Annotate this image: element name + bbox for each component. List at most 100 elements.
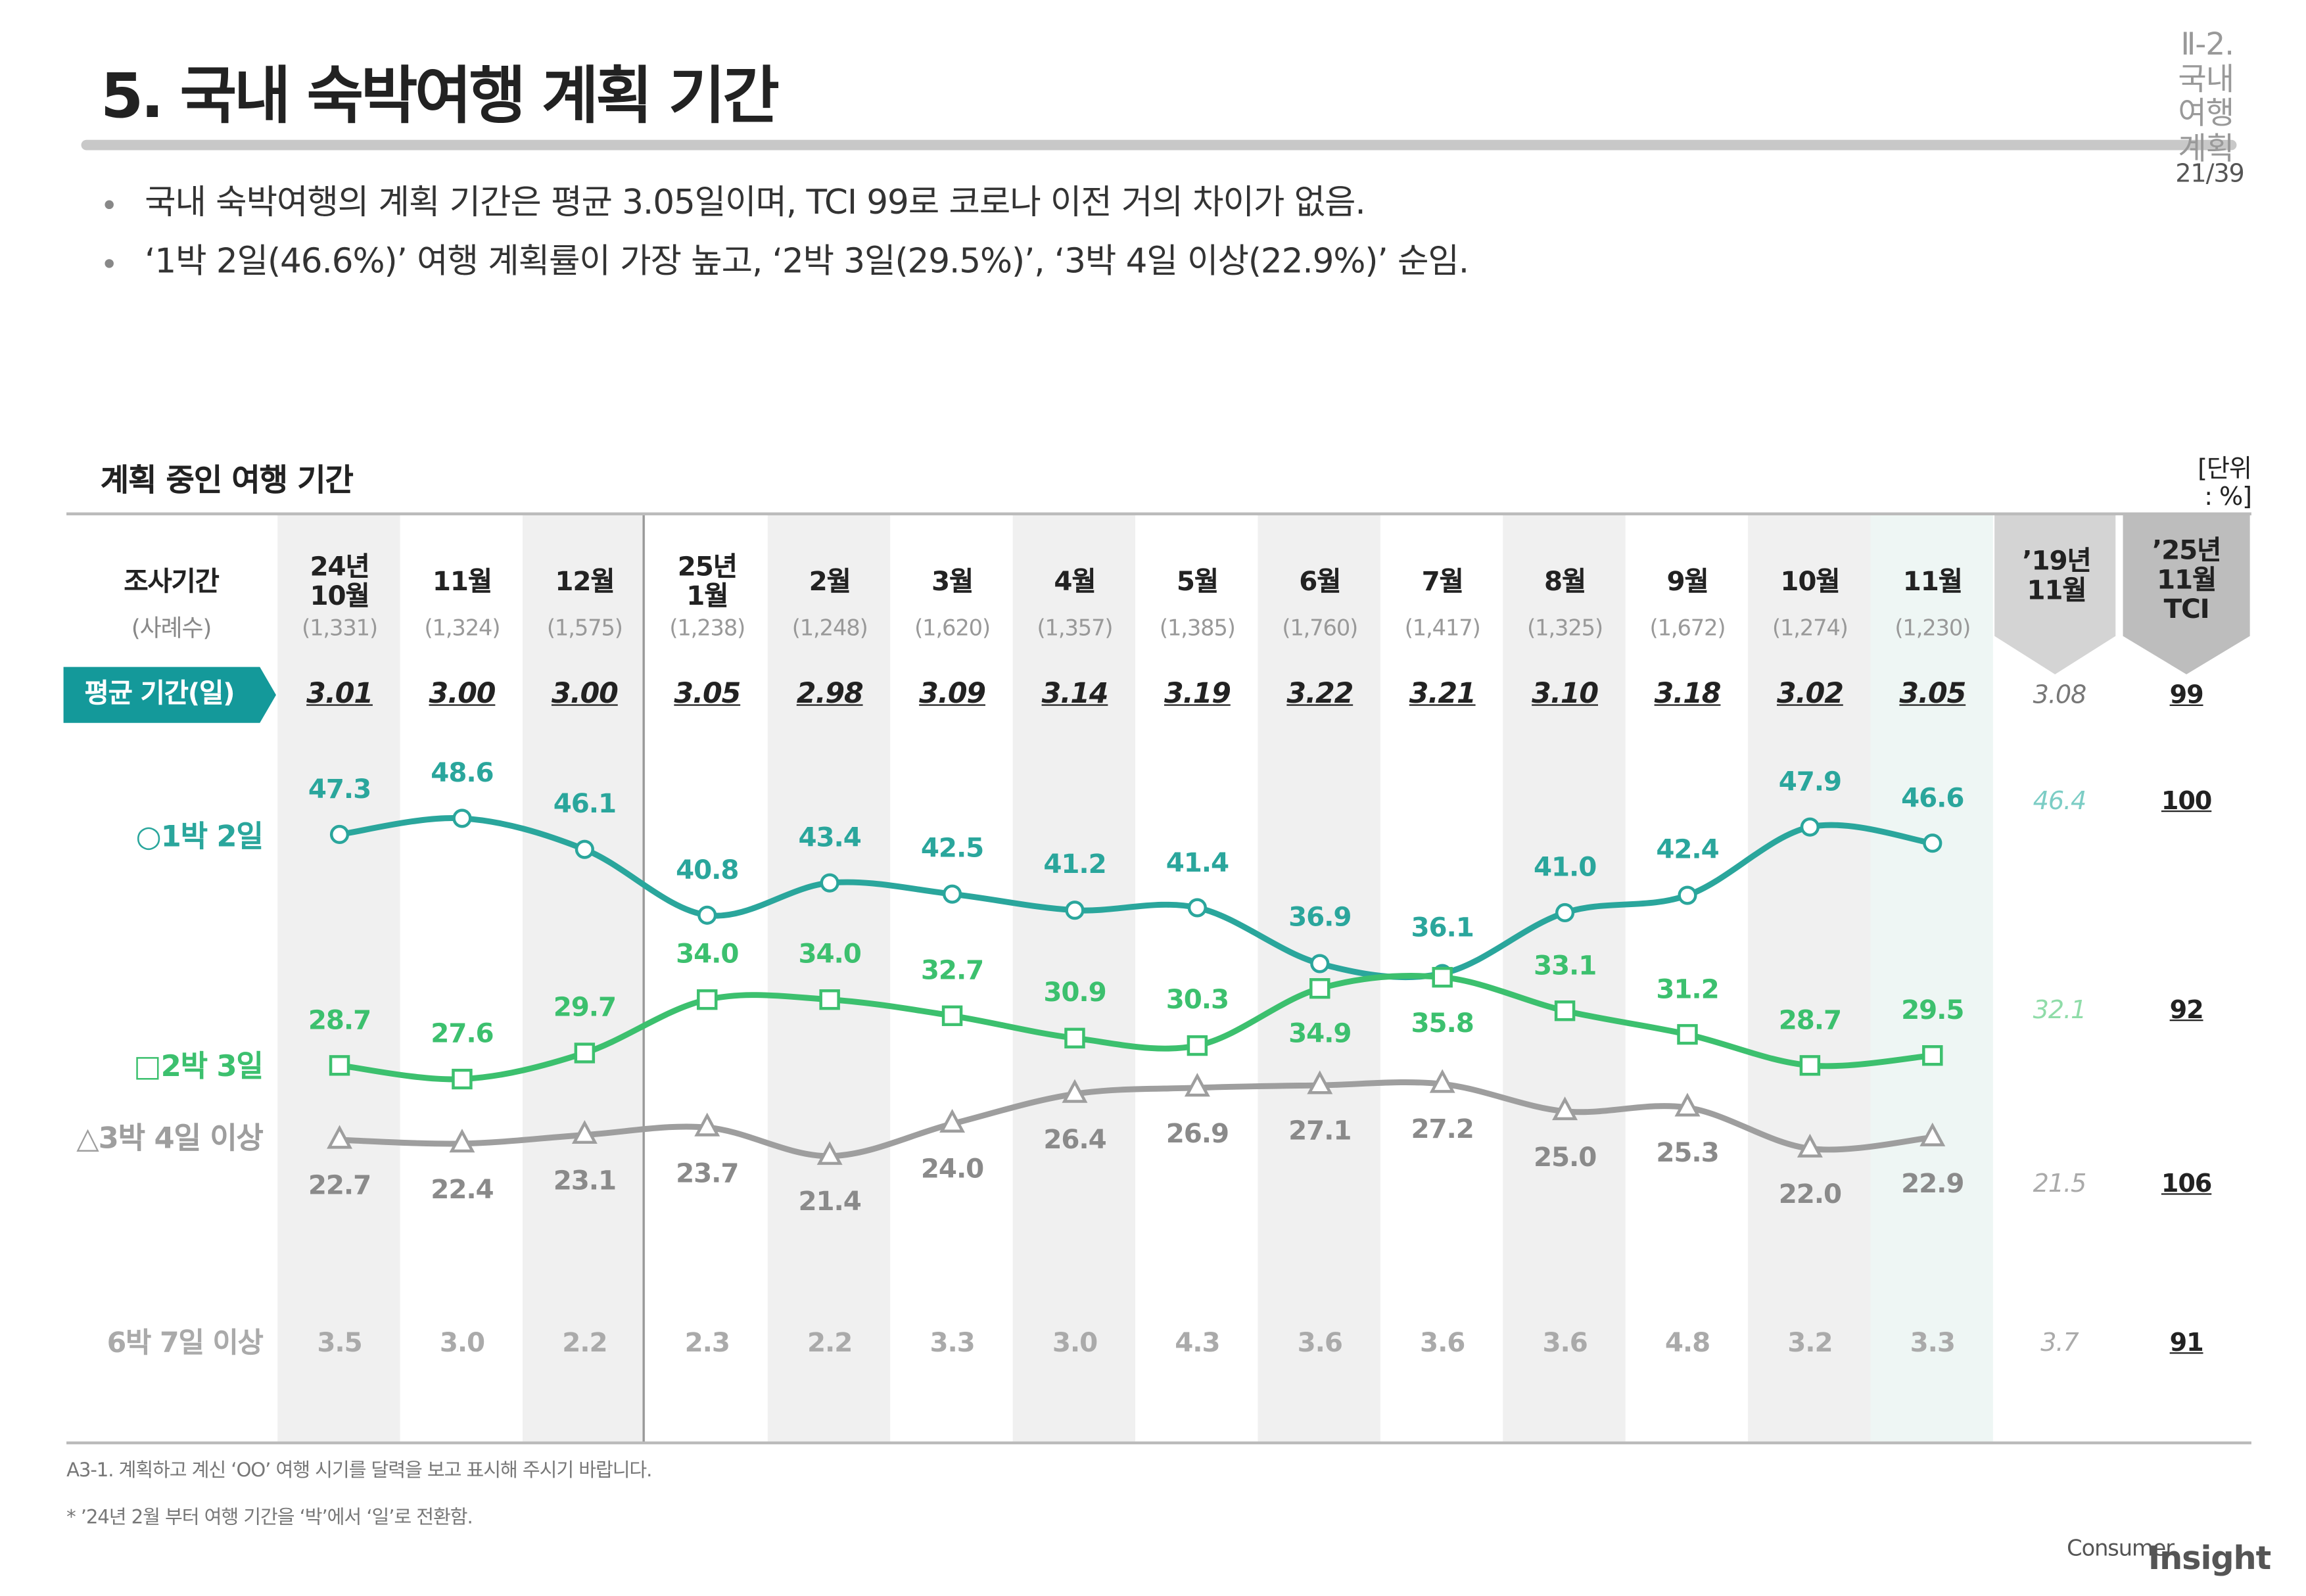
avg-value: 3.18 <box>1654 678 1722 711</box>
data-label: 27.6 <box>431 1018 494 1050</box>
avg-value: 3.02 <box>1776 678 1844 711</box>
unit-label: [단위 : %] <box>2198 455 2252 513</box>
series-line <box>339 815 1933 981</box>
point <box>697 989 718 1010</box>
x-tick-label: 9월 <box>1666 567 1708 598</box>
point <box>452 809 472 828</box>
avg-value: 3.14 <box>1041 678 1109 711</box>
data-label: 41.0 <box>1533 852 1597 883</box>
point <box>1429 1069 1455 1093</box>
long-stay-value: 3.5 <box>317 1328 362 1359</box>
column-shade <box>277 515 400 1443</box>
point <box>1184 1073 1210 1097</box>
point <box>327 1125 353 1149</box>
point <box>939 1108 966 1133</box>
sample-size: (1,248) <box>791 615 868 642</box>
data-label: 36.9 <box>1288 903 1352 934</box>
avg-value: 3.00 <box>551 678 619 711</box>
data-label: 29.7 <box>553 992 617 1023</box>
point <box>329 824 350 845</box>
data-label: 21.4 <box>798 1186 862 1218</box>
long-stay-value: 4.8 <box>1664 1328 1710 1359</box>
long-stay-value: 3.0 <box>1052 1328 1098 1359</box>
compare-value: 21.5 <box>2033 1169 2087 1200</box>
avg-value: 3.09 <box>919 678 986 711</box>
data-label: 32.7 <box>920 955 984 987</box>
tci-value: 106 <box>2161 1169 2212 1200</box>
point <box>329 1055 350 1076</box>
x-tick-label: 11월 <box>1902 567 1963 598</box>
legend-label: □2박 3일 <box>133 1048 264 1084</box>
data-label: 35.8 <box>1411 1008 1474 1039</box>
long-stay-value: 3.0 <box>439 1328 485 1359</box>
long-stay-value: 3.2 <box>1787 1328 1833 1359</box>
avg-value: 3.21 <box>1409 678 1476 711</box>
page-title: 5. 국내 숙박여행 계획 기간 <box>100 59 780 132</box>
point <box>574 1043 596 1064</box>
series-line <box>339 973 1933 1083</box>
footnote: A3-1. 계획하고 계신 ‘OO’ 여행 시기를 달력을 보고 표시해 주시기… <box>66 1460 652 1482</box>
x-tick-label: 5월 <box>1176 567 1219 598</box>
data-label: 46.6 <box>1901 782 1964 814</box>
point <box>1062 1079 1088 1103</box>
legend-label: △3박 4일 이상 <box>76 1120 264 1156</box>
sample-size: (1,325) <box>1527 615 1603 642</box>
column-shade <box>523 515 646 1443</box>
sample-size: (1,620) <box>914 615 991 642</box>
column-shade <box>1748 515 1871 1443</box>
compare-header-bg <box>1994 513 2116 674</box>
point <box>1674 1092 1701 1117</box>
point <box>1065 901 1085 920</box>
data-label: 30.3 <box>1165 985 1229 1016</box>
long-stay-label: 6박 7일 이상 <box>106 1326 264 1360</box>
tci-header-bg <box>2123 513 2250 674</box>
point <box>1310 954 1330 974</box>
point <box>1064 1027 1085 1048</box>
page-number: 21/39 <box>2175 159 2245 189</box>
avg-value: 3.00 <box>429 678 496 711</box>
sample-size: (1,575) <box>546 615 623 642</box>
data-label: 48.6 <box>431 757 494 789</box>
avg-value: 2.98 <box>796 678 864 711</box>
data-label: 26.9 <box>1165 1118 1229 1150</box>
point <box>1552 1096 1578 1121</box>
sample-size: (1,230) <box>1894 615 1971 642</box>
long-stay-value: 3.6 <box>1420 1328 1465 1359</box>
sample-size: (1,238) <box>669 615 745 642</box>
data-label: 42.5 <box>920 833 984 865</box>
point <box>1554 1000 1576 1021</box>
sample-size: (1,672) <box>1649 615 1726 642</box>
logo-consumer: Consumer <box>2067 1535 2175 1562</box>
compare-value: 3.7 <box>2040 1328 2079 1359</box>
point <box>820 873 839 893</box>
point <box>1797 1133 1823 1158</box>
bullet-dot <box>105 259 114 268</box>
tci-header: ’25년 11월 TCI <box>2152 535 2221 626</box>
point <box>1678 885 1697 905</box>
point <box>1187 898 1207 918</box>
x-tick-label: 2월 <box>809 567 851 598</box>
point <box>816 1141 843 1165</box>
x-tick-label: 8월 <box>1544 567 1586 598</box>
column-shade <box>1870 515 1993 1443</box>
avg-value: 3.05 <box>1899 678 1966 711</box>
data-label: 34.0 <box>798 939 862 970</box>
sample-size: (1,417) <box>1404 615 1481 642</box>
row-header: 조사기간 <box>124 567 219 598</box>
compare-value: 32.1 <box>2033 996 2087 1026</box>
sample-size: (1,331) <box>302 615 378 642</box>
point <box>1919 1122 1946 1146</box>
point <box>1922 1045 1943 1066</box>
data-label: 42.4 <box>1656 834 1719 866</box>
data-label: 22.4 <box>431 1174 494 1206</box>
point <box>1187 1035 1208 1056</box>
logo-insight: Insight <box>2148 1541 2271 1578</box>
compare-header: ’19년 11월 <box>2022 546 2091 607</box>
avg-value: 3.19 <box>1164 678 1231 711</box>
column-shade <box>1012 515 1136 1443</box>
data-label: 47.3 <box>308 774 371 805</box>
data-label: 27.2 <box>1411 1114 1474 1146</box>
sample-size: (1,274) <box>1772 615 1848 642</box>
long-stay-value: 3.3 <box>929 1328 975 1359</box>
